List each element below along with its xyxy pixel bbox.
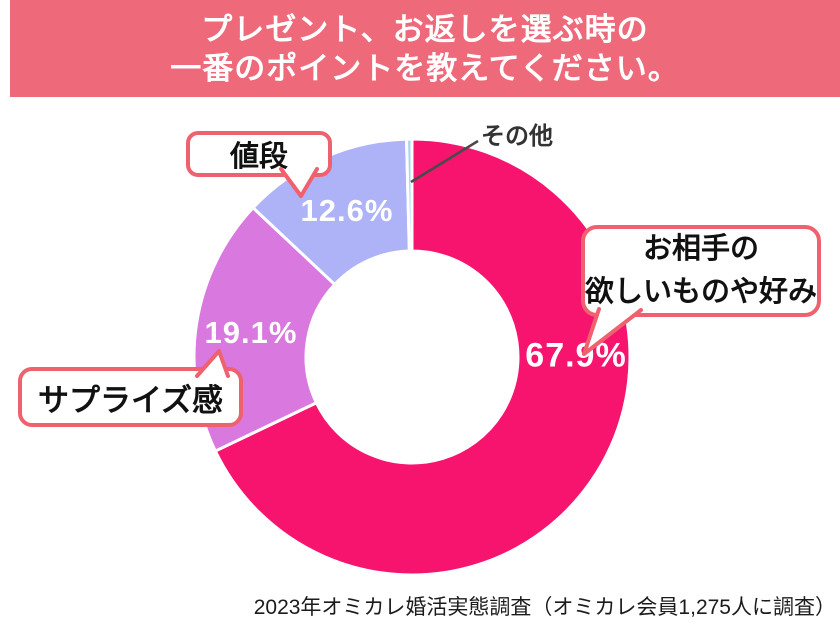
title-line-2: 一番のポイントを教えてください。 <box>170 50 680 86</box>
callout-main: お相手の 欲しいものや好み <box>581 225 821 317</box>
percent-label-surprise: 19.1% <box>204 315 298 350</box>
callout-main-line-2: 欲しいものや好み <box>585 276 818 308</box>
source-caption: 2023年オミカレ婚活実態調査（オミカレ会員1,275人に調査） <box>253 596 836 619</box>
callout-surprise-label: サプライズ感 <box>37 382 224 418</box>
other-segment-label: その他 <box>481 123 553 150</box>
percent-label-price: 12.6% <box>300 193 394 228</box>
callout-surprise: サプライズ感 <box>18 367 243 427</box>
callout-price-label: 値段 <box>229 141 288 173</box>
callout-price: 値段 <box>186 131 332 177</box>
callout-main-line-1: お相手の <box>642 233 759 265</box>
percent-label-main: 67.9% <box>525 336 627 375</box>
title-line-1: プレゼント、お返しを選ぶ時の <box>201 11 649 47</box>
title-banner: プレゼント、お返しを選ぶ時の 一番のポイントを教えてください。 <box>10 0 840 97</box>
